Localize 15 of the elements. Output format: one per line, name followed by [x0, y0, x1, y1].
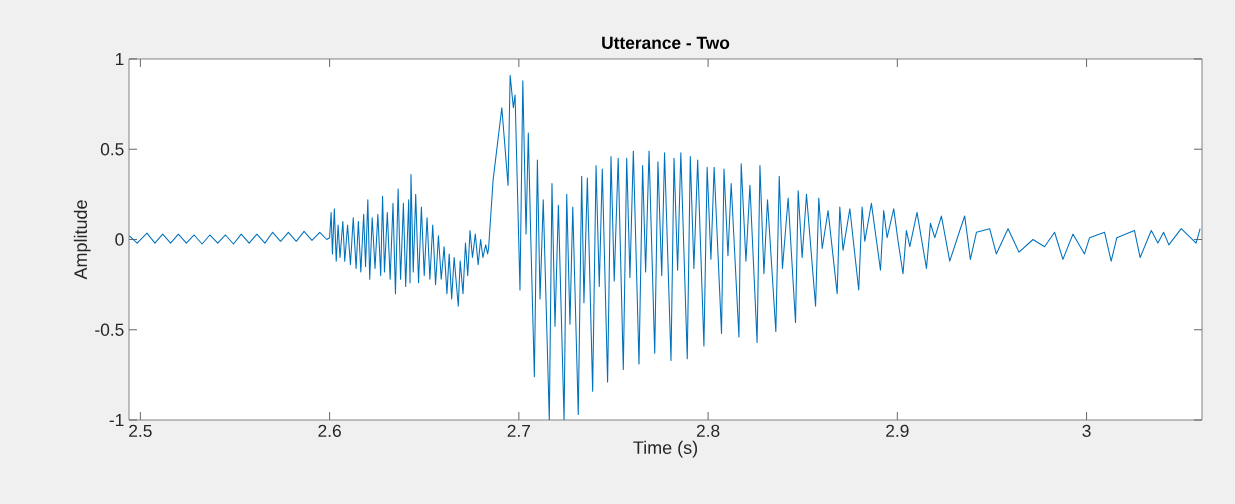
x-tick-label: 2.5	[129, 424, 152, 437]
y-tick-label: -0.5	[95, 323, 124, 336]
y-tick-label: -1	[109, 414, 124, 426]
x-tick-label: 3	[1082, 424, 1091, 437]
y-axis-title: Amplitude	[73, 200, 91, 280]
chart-title: Utterance - Two	[602, 36, 730, 49]
y-tick-label: 1	[115, 53, 124, 65]
x-tick-label: 2.8	[696, 424, 720, 437]
x-tick-label: 2.9	[886, 424, 909, 437]
line-series	[129, 74, 1201, 420]
x-tick-label: 2.7	[507, 424, 531, 437]
x-tick-label: 2.6	[318, 424, 341, 437]
x-axis-title: Time (s)	[633, 440, 698, 458]
y-tick-label: 0	[115, 233, 124, 246]
y-tick-label: 0.5	[100, 143, 124, 156]
